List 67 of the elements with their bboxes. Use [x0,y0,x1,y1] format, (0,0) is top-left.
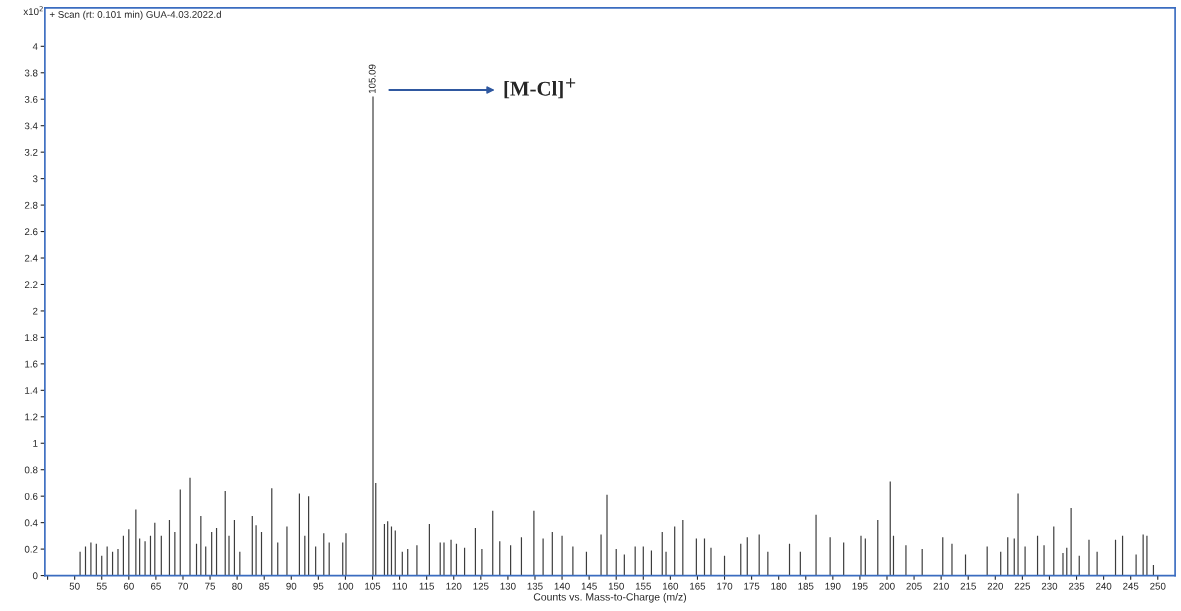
x-tick-label: 155 [635,582,651,590]
x-tick-label: 240 [1095,582,1112,590]
text: x10$^{2}$ [23,6,43,16]
y-tick-label: 1.4 [25,387,38,394]
x-tick-label: 150 [608,582,624,590]
x-tick-label: 90 [286,582,297,590]
x-tick-label: 85 [259,582,270,590]
y-tick-label: 2.8 [24,201,38,209]
x-tick-label: 250 [1150,582,1166,590]
x-tick-label: 175 [744,582,760,590]
x-tick-label: 160 [663,582,679,590]
x-tick-label: 120 [446,582,462,590]
y-tick-label: 3.6 [24,95,38,103]
x-tick-label: 165 [690,582,706,590]
x-tick-label: 110 [392,582,407,590]
annotation: 105.09 [368,64,376,94]
x-tick-label: 215 [960,582,976,590]
y-tick-label: 3.4 [24,122,38,130]
x-tick-label: 60 [123,582,134,590]
x-tick-label: 245 [1123,582,1139,590]
y-tick-label: 1.8 [25,334,38,342]
x-tick-label: 95 [313,582,324,590]
y-tick-label: 0 [32,572,38,580]
x-tick-label: 55 [96,582,107,590]
x-tick-label: 100 [338,582,354,590]
x-tick-label: 80 [232,582,243,590]
x-tick-label: 220 [987,582,1004,590]
chart-title: + Scan (rt: 0.101 min) GUA-4.03.2022.d [49,10,221,20]
y-tick-label: 2 [33,307,38,315]
x-tick-label: 125 [473,582,489,590]
x-tick-label: 115 [419,582,435,590]
x-tick-label: 225 [1014,582,1031,590]
x-tick-label: 195 [852,582,868,590]
x-tick-label: 70 [178,582,188,590]
y-tick-label: 0.2 [24,545,38,553]
y-tick-label: 1 [33,440,38,447]
x-tick-label: 140 [554,582,570,590]
y-tick-label: 3.2 [24,148,38,156]
y-tick-label: 3.8 [24,69,38,77]
y-tick-label: 2.4 [24,254,38,262]
y-tick-label: 0.8 [24,466,38,474]
x-tick-label: 65 [150,582,161,590]
x-tick-label: 105 [365,582,381,590]
y-tick-label: 1.2 [25,413,38,421]
x-tick-label: 170 [717,582,733,590]
y-tick-label: 0.6 [24,492,38,500]
x-tick-label: 235 [1068,582,1085,590]
y-tick-label: 2.2 [24,281,38,288]
x-tick-label: 75 [205,582,216,590]
x-tick-label: 180 [771,582,787,590]
x-axis-title: Counts vs. Mass-to-Charge (m/z) [533,592,687,603]
y-tick-label: 0.4 [24,519,38,527]
x-tick-label: 130 [500,582,516,590]
x-tick-label: 205 [906,582,922,590]
annotation: [M-Cl]$^{+}$ [504,78,576,99]
x-tick-label: 200 [879,582,895,590]
y-tick-label: 4 [32,43,38,50]
y-tick-label: 1.6 [25,360,38,368]
y-tick-label: 3 [32,175,38,183]
y-tick-label: 2.6 [24,228,38,236]
x-tick-label: 190 [825,582,841,590]
x-tick-label: 145 [581,582,597,590]
x-tick-label: 50 [69,582,80,590]
x-tick-label: 135 [527,582,543,590]
x-tick-label: 230 [1041,582,1058,590]
x-tick-label: 185 [798,582,814,590]
x-tick-label: 210 [933,582,949,590]
